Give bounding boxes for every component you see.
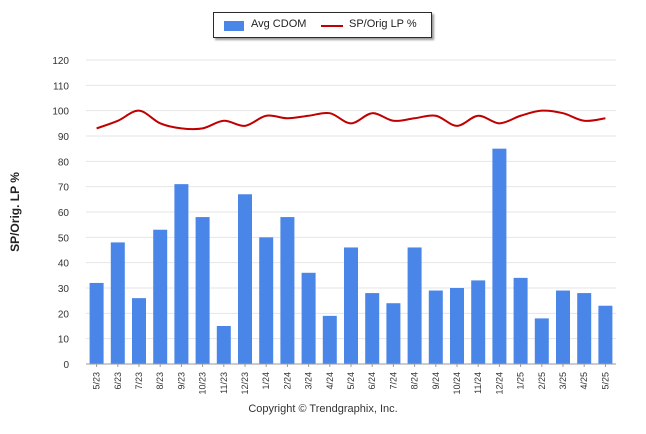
bar-1-25 <box>513 277 528 364</box>
x-tick-label: 11/23 <box>219 372 229 394</box>
bar-4-24 <box>322 315 337 364</box>
x-tick-label: 4/25 <box>579 372 589 390</box>
y-tick-label: 30 <box>58 284 70 295</box>
x-tick-label: 12/23 <box>240 372 250 395</box>
bar-4-25 <box>577 293 592 364</box>
bar-8-23 <box>153 229 168 364</box>
x-tick-label: 5/24 <box>346 372 356 390</box>
x-tick-label: 11/24 <box>473 372 483 394</box>
x-tick-label: 1/24 <box>261 372 271 390</box>
x-tick-label: 6/23 <box>113 372 123 390</box>
bar-7-24 <box>386 303 401 364</box>
legend: Avg CDOM SP/Orig LP % <box>213 12 432 38</box>
x-tick-label: 8/24 <box>410 372 420 390</box>
y-tick-label: 20 <box>58 309 70 320</box>
y-tick-label: 0 <box>63 360 69 371</box>
y-tick-label: 10 <box>58 335 70 346</box>
x-tick-label: 7/23 <box>134 372 144 390</box>
line-sp-orig-lp <box>96 109 606 131</box>
line-series-sp-orig-lp <box>96 109 606 131</box>
bar-2-25 <box>534 318 549 364</box>
bar-5-23 <box>89 282 104 364</box>
y-tick-label: 80 <box>58 157 70 168</box>
x-tick-label: 2/24 <box>282 372 292 390</box>
x-axis-ticks: 5/23 6/23 7/23 8/23 9/23 10/23 11/23 12/23 1/24 2… <box>92 364 610 395</box>
x-tick-label: 4/24 <box>325 372 335 390</box>
x-tick-label: 10/23 <box>198 372 208 395</box>
x-tick-label: 1/25 <box>516 372 526 390</box>
bar-8-24 <box>407 247 422 364</box>
x-tick-label: 5/25 <box>600 372 610 390</box>
x-tick-label: 9/24 <box>431 372 441 390</box>
x-tick-label: 3/25 <box>558 372 568 390</box>
bar-2-24 <box>280 217 295 364</box>
bar-1-24 <box>259 237 274 364</box>
x-tick-label: 8/23 <box>155 372 165 390</box>
legend-swatch-line <box>321 25 343 27</box>
x-tick-label: 9/23 <box>176 372 186 390</box>
x-tick-label: 5/23 <box>92 372 102 390</box>
bar-12-23 <box>238 194 252 364</box>
y-tick-label: 40 <box>58 259 70 270</box>
bar-10-24 <box>450 288 464 364</box>
x-tick-label: 2/25 <box>537 372 547 390</box>
bar-7-23 <box>132 298 146 364</box>
bar-6-23 <box>110 242 125 364</box>
y-tick-label: 100 <box>52 107 69 118</box>
y-tick-label: 110 <box>53 81 69 92</box>
y-tick-label: 90 <box>58 132 70 143</box>
x-tick-label: 12/24 <box>494 372 504 395</box>
bar-11-24 <box>471 280 486 364</box>
legend-label-sp-orig-lp: SP/Orig LP % <box>349 18 417 30</box>
y-axis-label: SP/Orig. LP % <box>8 172 22 252</box>
x-tick-label: 10/24 <box>452 372 462 395</box>
x-tick-label: 6/24 <box>367 372 377 390</box>
y-tick-label: 120 <box>52 56 69 67</box>
y-tick-label: 50 <box>58 233 70 244</box>
bar-3-24 <box>301 272 316 364</box>
legend-label-avg-cdom: Avg CDOM <box>251 18 307 30</box>
y-axis-ticks: 0 10 20 30 40 50 60 70 80 90 100 110 120 <box>52 56 69 371</box>
copyright-text: Copyright © Trendgraphix, Inc. <box>248 403 398 415</box>
bar-5-25 <box>598 305 613 364</box>
legend-swatch-bar <box>224 21 244 31</box>
bar-9-24 <box>428 290 443 364</box>
y-tick-label: 70 <box>58 183 70 194</box>
bar-10-23 <box>195 217 210 364</box>
bar-5-24 <box>344 247 358 364</box>
bar-12-24 <box>492 148 507 364</box>
bar-11-23 <box>216 326 231 364</box>
bar-3-25 <box>556 290 570 364</box>
y-tick-label: 60 <box>58 208 70 219</box>
bar-6-24 <box>365 293 380 364</box>
bar-9-23 <box>174 184 189 364</box>
x-tick-label: 7/24 <box>388 372 398 390</box>
bar-series-avg-cdom <box>89 148 613 364</box>
x-tick-label: 3/24 <box>304 372 314 390</box>
